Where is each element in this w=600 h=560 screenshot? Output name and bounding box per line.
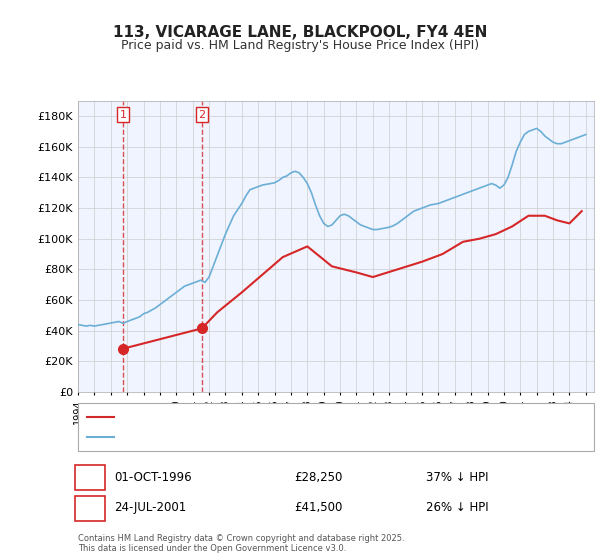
Text: 37% ↓ HPI: 37% ↓ HPI xyxy=(426,470,488,484)
Text: 1: 1 xyxy=(86,470,94,484)
Text: Contains HM Land Registry data © Crown copyright and database right 2025.
This d: Contains HM Land Registry data © Crown c… xyxy=(78,534,404,553)
Text: £28,250: £28,250 xyxy=(294,470,343,484)
Text: 113, VICARAGE LANE, BLACKPOOL, FY4 4EN (semi-detached house): 113, VICARAGE LANE, BLACKPOOL, FY4 4EN (… xyxy=(117,412,470,422)
Text: 2: 2 xyxy=(198,110,205,119)
Text: 2: 2 xyxy=(86,501,94,515)
Text: Price paid vs. HM Land Registry's House Price Index (HPI): Price paid vs. HM Land Registry's House … xyxy=(121,39,479,52)
Text: £41,500: £41,500 xyxy=(294,501,343,515)
Text: HPI: Average price, semi-detached house, Blackpool: HPI: Average price, semi-detached house,… xyxy=(117,432,389,442)
Text: 26% ↓ HPI: 26% ↓ HPI xyxy=(426,501,488,515)
Text: 24-JUL-2001: 24-JUL-2001 xyxy=(114,501,186,515)
Text: 113, VICARAGE LANE, BLACKPOOL, FY4 4EN: 113, VICARAGE LANE, BLACKPOOL, FY4 4EN xyxy=(113,25,487,40)
Text: 01-OCT-1996: 01-OCT-1996 xyxy=(114,470,191,484)
Text: 1: 1 xyxy=(119,110,127,119)
